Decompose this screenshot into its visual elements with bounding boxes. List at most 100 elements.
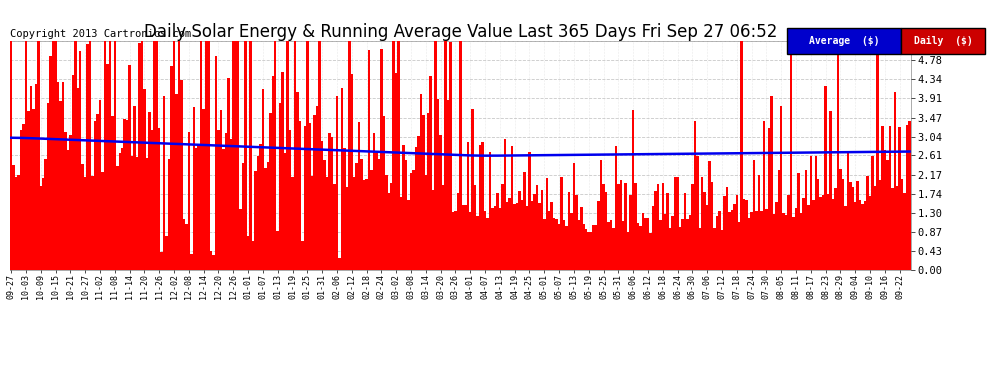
Bar [747, 218, 750, 270]
Bar [158, 128, 160, 270]
Bar [509, 198, 511, 270]
Bar [846, 151, 849, 270]
Bar [197, 146, 200, 270]
Bar [844, 206, 846, 270]
Bar [299, 121, 301, 270]
Bar [66, 150, 69, 270]
Bar [822, 195, 825, 270]
Bar [440, 135, 442, 270]
Bar [484, 210, 486, 270]
Bar [341, 88, 344, 270]
Bar [377, 159, 380, 270]
Bar [529, 152, 531, 270]
Bar [562, 220, 565, 270]
Bar [420, 94, 422, 270]
Bar [536, 185, 539, 270]
Bar [160, 252, 163, 270]
Bar [200, 41, 202, 270]
Bar [402, 146, 405, 270]
Bar [516, 203, 519, 270]
Bar [427, 113, 430, 270]
Bar [864, 201, 866, 270]
Bar [640, 226, 642, 270]
Bar [183, 219, 185, 270]
Bar [724, 196, 726, 270]
Bar [173, 41, 175, 270]
Bar [602, 184, 605, 270]
Bar [114, 41, 116, 270]
Bar [511, 146, 514, 270]
Bar [792, 217, 795, 270]
Bar [891, 188, 894, 270]
Bar [840, 169, 842, 270]
Bar [592, 225, 595, 270]
Bar [901, 178, 904, 270]
Bar [775, 202, 777, 270]
Bar [222, 149, 225, 270]
Bar [192, 108, 195, 270]
Bar [889, 126, 891, 270]
Bar [755, 211, 757, 270]
Bar [42, 178, 45, 270]
Bar [632, 110, 635, 270]
Bar [521, 200, 524, 270]
Bar [348, 41, 350, 270]
Bar [168, 159, 170, 270]
Bar [96, 114, 99, 270]
Bar [259, 144, 261, 270]
Bar [390, 183, 392, 270]
Bar [400, 196, 402, 270]
Bar [757, 176, 760, 270]
Bar [79, 51, 81, 270]
Bar [541, 190, 544, 270]
Bar [689, 215, 691, 270]
Bar [353, 177, 355, 270]
Bar [669, 228, 671, 270]
Bar [144, 89, 146, 270]
Bar [210, 251, 212, 270]
Bar [869, 196, 871, 270]
Bar [296, 92, 299, 270]
Bar [387, 193, 390, 270]
Bar [807, 204, 810, 270]
Bar [565, 226, 567, 270]
Bar [896, 186, 899, 270]
Bar [412, 170, 415, 270]
Bar [760, 211, 762, 270]
Text: Daily  ($): Daily ($) [914, 36, 972, 46]
Bar [765, 209, 767, 270]
Bar [32, 109, 35, 270]
Bar [531, 201, 534, 270]
Bar [772, 214, 775, 270]
Bar [539, 204, 541, 270]
Bar [205, 41, 207, 270]
Bar [810, 156, 812, 270]
Bar [89, 41, 91, 270]
Bar [782, 213, 785, 270]
Bar [355, 163, 358, 270]
Bar [385, 175, 387, 270]
Bar [180, 80, 183, 270]
Bar [190, 254, 192, 270]
Bar [622, 221, 625, 270]
Bar [469, 211, 471, 270]
Bar [729, 212, 731, 270]
Bar [227, 78, 230, 270]
Bar [620, 180, 622, 270]
Bar [874, 186, 876, 270]
Bar [679, 227, 681, 270]
Bar [790, 46, 792, 270]
Bar [876, 41, 879, 270]
Bar [464, 205, 466, 270]
Bar [459, 41, 461, 270]
Bar [899, 127, 901, 270]
Bar [886, 160, 889, 270]
Bar [555, 219, 557, 270]
Bar [762, 121, 765, 270]
Bar [163, 96, 165, 270]
Bar [909, 122, 911, 270]
Bar [27, 111, 30, 270]
Bar [74, 41, 76, 270]
Bar [674, 177, 676, 270]
Bar [856, 181, 859, 270]
